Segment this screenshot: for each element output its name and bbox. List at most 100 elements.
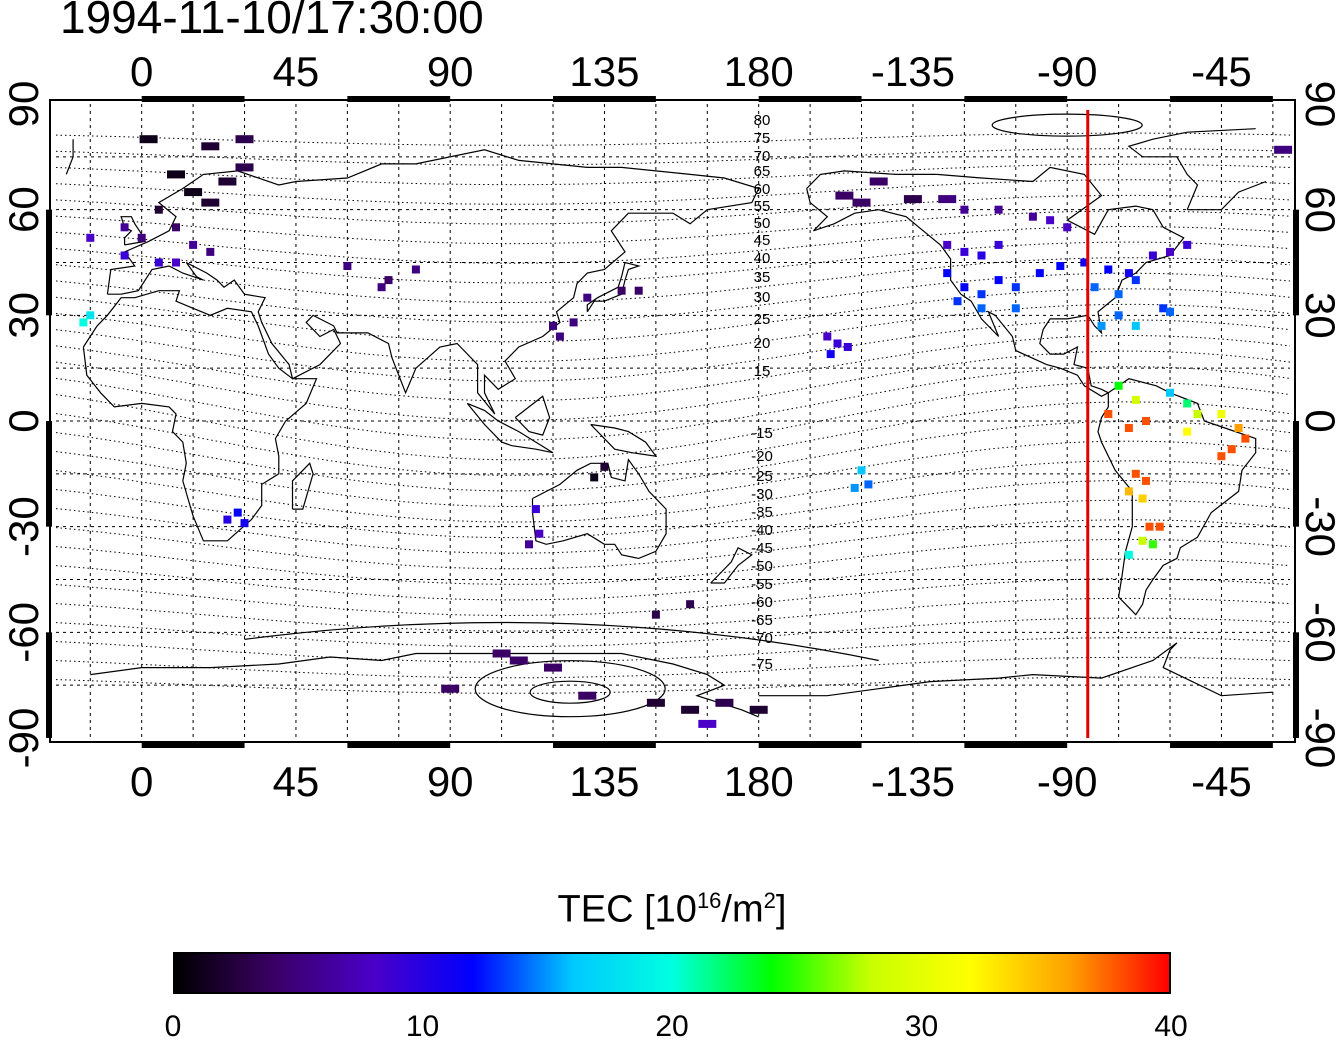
lon-scale-bar bbox=[964, 96, 1068, 102]
tec-cell bbox=[857, 466, 866, 475]
mlat-contour bbox=[55, 366, 1291, 441]
mlat-contour bbox=[55, 558, 1291, 601]
bottom-lon-tick: 90 bbox=[427, 758, 474, 805]
lat-scale-bar bbox=[46, 421, 52, 527]
tec-cell bbox=[852, 198, 871, 207]
right-lat-tick: -90 bbox=[1297, 708, 1344, 769]
top-lon-tick: 45 bbox=[273, 48, 320, 95]
tec-cell bbox=[1217, 410, 1226, 418]
tec-cell bbox=[1159, 304, 1168, 313]
tec-cell bbox=[943, 269, 952, 278]
tec-cell bbox=[1183, 427, 1192, 436]
tec-cell bbox=[1138, 494, 1147, 503]
tec-cell bbox=[86, 311, 95, 320]
tec-cell bbox=[583, 293, 592, 302]
tec-cell bbox=[1114, 290, 1123, 299]
mlat-contour bbox=[55, 225, 1291, 264]
contour-label: 50 bbox=[754, 215, 771, 232]
top-lon-tick: 0 bbox=[130, 48, 153, 95]
tec-cell bbox=[525, 540, 533, 549]
tec-cell bbox=[749, 705, 768, 714]
tec-cell bbox=[864, 480, 873, 489]
graticule-grid bbox=[56, 104, 1290, 738]
mlat-contour bbox=[55, 676, 1291, 694]
tec-cell bbox=[960, 205, 969, 214]
south-pole-oval bbox=[474, 660, 666, 718]
lon-scale-bar bbox=[758, 742, 862, 748]
tec-cell bbox=[634, 286, 643, 295]
contour-label: 20 bbox=[754, 335, 771, 352]
tec-cell bbox=[492, 649, 511, 658]
tec-cell bbox=[1124, 269, 1133, 278]
tec-cell bbox=[240, 519, 249, 528]
contour-label: -20 bbox=[751, 448, 773, 465]
tec-cell bbox=[578, 691, 597, 700]
contour-label: 25 bbox=[754, 311, 771, 328]
tec-cell bbox=[1142, 417, 1150, 425]
contour-label: -45 bbox=[751, 540, 773, 557]
tec-cell bbox=[994, 240, 1003, 249]
tec-cell bbox=[235, 163, 254, 172]
tec-cell bbox=[681, 705, 700, 714]
coastline-japan bbox=[586, 261, 641, 313]
tec-cell bbox=[823, 332, 832, 341]
bottom-lon-tick: -135 bbox=[871, 758, 955, 805]
mlat-contour bbox=[55, 637, 1291, 663]
tec-cell bbox=[1063, 223, 1072, 232]
contour-label: 45 bbox=[754, 232, 771, 249]
tec-cell bbox=[206, 247, 215, 256]
top-lon-tick: -90 bbox=[1037, 48, 1098, 95]
tec-cell bbox=[549, 321, 557, 330]
tec-cell bbox=[86, 233, 95, 242]
tec-cell bbox=[184, 188, 203, 197]
contour-label: -65 bbox=[751, 612, 773, 629]
lon-scale-bar bbox=[347, 96, 451, 102]
left-lat-tick: -30 bbox=[0, 496, 47, 557]
contour-label: -40 bbox=[751, 522, 773, 539]
colorbar-title-main: TEC [10 bbox=[557, 888, 697, 931]
axis-tick-labels: 0 45 90 135 180 -135 -90 -450 45 90 135 180 -135 -90-… bbox=[0, 48, 1344, 805]
tec-cell bbox=[1131, 321, 1140, 330]
colorbar-tick: 40 bbox=[1154, 1010, 1188, 1043]
contour-label: -70 bbox=[751, 630, 773, 647]
contour-label: 55 bbox=[754, 198, 771, 215]
colorbar-tick: 20 bbox=[655, 1010, 689, 1043]
tec-cell bbox=[1124, 487, 1133, 496]
tec-cell bbox=[600, 462, 609, 471]
tec-cell bbox=[223, 515, 232, 524]
tec-cell bbox=[233, 508, 242, 517]
contour-label: -60 bbox=[751, 594, 773, 611]
tec-cell bbox=[1011, 283, 1020, 292]
north-pole-oval bbox=[991, 113, 1143, 137]
lon-scale-bar bbox=[141, 742, 245, 748]
mlat-contour bbox=[55, 499, 1291, 554]
tec-cell bbox=[384, 276, 393, 285]
tec-cell bbox=[1080, 258, 1089, 267]
tec-cell bbox=[938, 195, 957, 204]
coastline-eurasia bbox=[106, 149, 760, 415]
tec-cell bbox=[1104, 265, 1113, 274]
tec-cell bbox=[715, 698, 734, 707]
left-lat-tick: 90 bbox=[0, 81, 47, 128]
contour-label: 70 bbox=[754, 148, 771, 165]
colorbar-tick: 30 bbox=[904, 1010, 939, 1043]
contour-label: 60 bbox=[754, 181, 771, 198]
tec-cell bbox=[1131, 469, 1140, 478]
mlat-contour bbox=[55, 617, 1291, 648]
tec-cell bbox=[1090, 283, 1099, 292]
tec-cell bbox=[833, 339, 842, 348]
tec-cell bbox=[544, 663, 562, 672]
lat-scale-bar bbox=[1293, 209, 1299, 316]
left-lat-tick: 30 bbox=[0, 292, 47, 339]
right-lat-tick: -30 bbox=[1297, 496, 1344, 557]
contour-label: 65 bbox=[754, 163, 771, 180]
colorbar-title-unit: /m bbox=[721, 888, 764, 931]
colorbar-gradient bbox=[173, 952, 1171, 994]
mlat-contour bbox=[55, 319, 1291, 382]
tec-cell bbox=[1193, 410, 1202, 418]
tec-cell bbox=[343, 262, 352, 270]
mlat-contour bbox=[55, 334, 1291, 402]
coastline-namerica bbox=[806, 166, 1185, 397]
contour-label: -50 bbox=[751, 558, 773, 575]
tec-cell bbox=[1166, 307, 1174, 316]
